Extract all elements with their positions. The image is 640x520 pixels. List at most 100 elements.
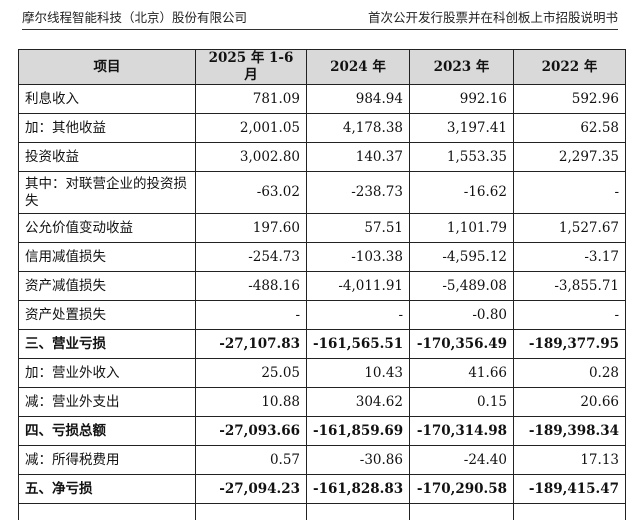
row-value: -161,828.83 [307,475,410,504]
row-value: 2,001.05 [196,114,307,143]
row-label: 三、营业亏损 [19,330,196,359]
row-value: -161,859.69 [307,417,410,446]
row-value: 0.28 [514,359,626,388]
row-label: 加：营业外收入 [19,359,196,388]
row-value: -170,356.49 [410,330,514,359]
row-value: -4,595.12 [410,243,514,272]
page-header: 摩尔线程智能科技（北京）股份有限公司 首次公开发行股票并在科创板上市招股说明书 [22,4,618,26]
row-value: -16.62 [410,172,514,214]
income-statement-table: 项目 2025 年 1-6 月 2024 年 2023 年 2022 年 利息收… [18,49,626,520]
row-value: -0.80 [410,301,514,330]
row-value: 10.43 [307,359,410,388]
row-label: 四、亏损总额 [19,417,196,446]
row-value: -27,107.83 [196,330,307,359]
row-value: -3.17 [514,243,626,272]
row-label: 加：其他收益 [19,114,196,143]
row-label: 减：所得税费用 [19,446,196,475]
row-value: -161,565.51 [307,330,410,359]
row-value: 4,178.38 [307,114,410,143]
row-cell-empty [410,504,514,520]
row-value: -488.16 [196,272,307,301]
row-label: 公允价值变动收益 [19,214,196,243]
row-value: - [307,301,410,330]
row-cell-empty [307,504,410,520]
row-value: 0.15 [410,388,514,417]
row-value: 984.94 [307,85,410,114]
column-header-2025h1: 2025 年 1-6 月 [196,50,307,85]
row-value: 992.16 [410,85,514,114]
row-label: 减：营业外支出 [19,388,196,417]
row-value: -24.40 [410,446,514,475]
row-value: -63.02 [196,172,307,214]
row-value: -189,415.47 [514,475,626,504]
row-value: -103.38 [307,243,410,272]
document-title: 首次公开发行股票并在科创板上市招股说明书 [368,7,618,26]
row-label: 资产减值损失 [19,272,196,301]
column-header-item: 项目 [19,50,196,85]
row-value: -5,489.08 [410,272,514,301]
column-header-2024: 2024 年 [307,50,410,85]
row-value: 62.58 [514,114,626,143]
row-value: 41.66 [410,359,514,388]
row-value: -4,011.91 [307,272,410,301]
row-value: -27,094.23 [196,475,307,504]
row-value: 1,101.79 [410,214,514,243]
row-value: -189,398.34 [514,417,626,446]
row-value: - [514,301,626,330]
row-label: 信用减值损失 [19,243,196,272]
row-value: 20.66 [514,388,626,417]
row-value: 3,197.41 [410,114,514,143]
table-row: 资产处置损失---0.80- [19,301,626,330]
row-value: -189,377.95 [514,330,626,359]
row-value: 57.51 [307,214,410,243]
row-value: -30.86 [307,446,410,475]
row-value: -3,855.71 [514,272,626,301]
row-value: 2,297.35 [514,143,626,172]
row-value: 0.57 [196,446,307,475]
table-row: 信用减值损失-254.73-103.38-4,595.12-3.17 [19,243,626,272]
row-cell-empty [19,504,196,520]
row-cell-empty [196,504,307,520]
row-value: 1,527.67 [514,214,626,243]
row-value: 3,002.80 [196,143,307,172]
row-value: 197.60 [196,214,307,243]
row-value: 10.88 [196,388,307,417]
row-label: 五、净亏损 [19,475,196,504]
row-label: 资产处置损失 [19,301,196,330]
column-header-2023: 2023 年 [410,50,514,85]
row-value: 140.37 [307,143,410,172]
table-row: 三、营业亏损-27,107.83-161,565.51-170,356.49-1… [19,330,626,359]
company-name: 摩尔线程智能科技（北京）股份有限公司 [22,7,247,26]
row-value: 25.05 [196,359,307,388]
row-value: 781.09 [196,85,307,114]
row-value: -170,290.58 [410,475,514,504]
row-value: -254.73 [196,243,307,272]
table-header-row: 项目 2025 年 1-6 月 2024 年 2023 年 2022 年 [19,50,626,85]
header-rule [22,29,618,30]
row-value: - [196,301,307,330]
table-row-partial [19,504,626,520]
table-row: 四、亏损总额-27,093.66-161,859.69-170,314.98-1… [19,417,626,446]
row-label: 其中：对联营企业的投资损失 [19,172,196,214]
row-value: 304.62 [307,388,410,417]
table-row: 其中：对联营企业的投资损失-63.02-238.73-16.62- [19,172,626,214]
table-row: 资产减值损失-488.16-4,011.91-5,489.08-3,855.71 [19,272,626,301]
column-header-2022: 2022 年 [514,50,626,85]
row-cell-empty [514,504,626,520]
row-value: -170,314.98 [410,417,514,446]
row-label: 利息收入 [19,85,196,114]
row-value: 592.96 [514,85,626,114]
row-value: -238.73 [307,172,410,214]
row-label: 投资收益 [19,143,196,172]
table-row: 五、净亏损-27,094.23-161,828.83-170,290.58-18… [19,475,626,504]
row-value: 17.13 [514,446,626,475]
row-value: 1,553.35 [410,143,514,172]
